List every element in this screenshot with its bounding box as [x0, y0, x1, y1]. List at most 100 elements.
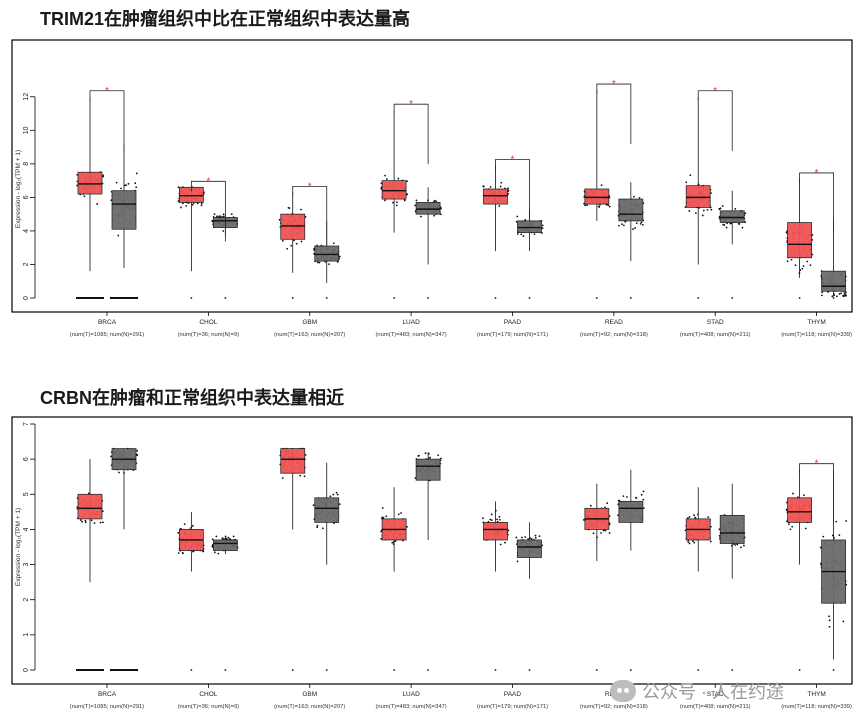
data-point [191, 524, 194, 527]
data-point [177, 531, 180, 534]
data-point [840, 292, 843, 295]
data-point [606, 502, 609, 505]
data-point [835, 520, 838, 523]
x-category-label: GBM [302, 691, 317, 698]
data-point [828, 619, 831, 622]
chart2-title: CRBN在肿瘤和正常组织中表达量相近 [40, 388, 344, 408]
data-point [76, 184, 78, 187]
data-point [185, 204, 188, 207]
data-point [499, 543, 502, 546]
data-point [618, 224, 620, 227]
data-point [427, 669, 430, 671]
data-point [380, 537, 383, 540]
data-point [798, 297, 801, 299]
data-point [734, 544, 736, 546]
data-point [740, 546, 742, 549]
data-point [629, 297, 632, 299]
data-point [433, 214, 435, 217]
data-point [828, 615, 831, 618]
data-point [303, 475, 306, 478]
data-point [604, 529, 607, 532]
significance-bracket [190, 180, 226, 242]
data-point [607, 204, 610, 207]
data-point [516, 233, 519, 235]
significance-star: * [815, 168, 819, 179]
data-point [490, 513, 493, 516]
data-point [300, 240, 303, 243]
data-point [499, 185, 502, 188]
data-point [734, 208, 737, 210]
data-point [804, 527, 807, 530]
data-point [701, 214, 704, 217]
data-point [177, 552, 180, 554]
tumor-box [483, 188, 508, 205]
data-point [598, 206, 601, 208]
data-point [541, 227, 544, 230]
data-point [325, 297, 328, 299]
data-point [806, 260, 809, 263]
sample-size-label: (num(T)=36; num(N)=9) [178, 332, 240, 338]
data-point [135, 186, 138, 189]
normal-box [618, 500, 644, 523]
data-point [507, 529, 510, 532]
normal-box [517, 539, 542, 558]
significance-star: * [713, 86, 717, 97]
data-point [838, 534, 841, 537]
data-point [743, 544, 745, 547]
data-point [286, 247, 289, 250]
x-category-label: THYM [807, 691, 825, 698]
data-point [115, 181, 118, 184]
data-point [415, 199, 418, 202]
data-point [489, 186, 492, 188]
data-point [721, 205, 724, 207]
x-category-label: LUAD [402, 691, 420, 698]
data-point [281, 239, 284, 242]
data-point [181, 202, 184, 205]
data-point [584, 204, 586, 207]
y-tick-label: 7 [23, 422, 30, 426]
tumor-box [483, 522, 508, 541]
data-point [287, 206, 290, 209]
data-point [832, 297, 835, 299]
data-point [802, 494, 805, 497]
data-point [406, 180, 408, 183]
data-point [835, 295, 838, 298]
data-point [406, 526, 408, 528]
data-point [500, 181, 503, 184]
x-category-label: BRCA [98, 691, 117, 698]
data-point [87, 492, 90, 495]
data-point [688, 542, 691, 545]
data-point [227, 536, 230, 539]
sample-size-label: (num(T)=179; num(N)=171) [477, 704, 548, 710]
data-point [196, 202, 199, 205]
data-point [736, 543, 739, 546]
data-point [622, 224, 625, 227]
tumor-box [787, 222, 812, 259]
data-point [316, 524, 319, 527]
sample-size-label: (num(T)=483; num(N)=347) [376, 704, 447, 710]
x-category-label: GBM [302, 319, 317, 326]
data-point [222, 230, 225, 232]
data-point [516, 215, 519, 218]
data-point [393, 669, 396, 671]
sample-size-label: (num(T)=1085; num(N)=291) [70, 332, 144, 338]
data-point [134, 182, 137, 185]
y-axis-label: Expression - log₂(TPM + 1) [15, 508, 22, 586]
data-point [393, 297, 396, 299]
data-point [687, 541, 690, 543]
data-point [200, 204, 203, 207]
data-point [396, 201, 398, 204]
data-point [792, 492, 794, 495]
data-point [634, 227, 636, 229]
data-point [640, 221, 643, 224]
tumor-box [787, 497, 812, 523]
tumor-box [77, 171, 103, 195]
data-point [291, 669, 294, 671]
data-point [120, 187, 122, 190]
data-point [190, 297, 193, 299]
normal-box [719, 210, 745, 223]
data-point [414, 204, 417, 207]
plot-frame [11, 39, 853, 313]
data-point [99, 521, 102, 524]
data-point [633, 195, 635, 198]
